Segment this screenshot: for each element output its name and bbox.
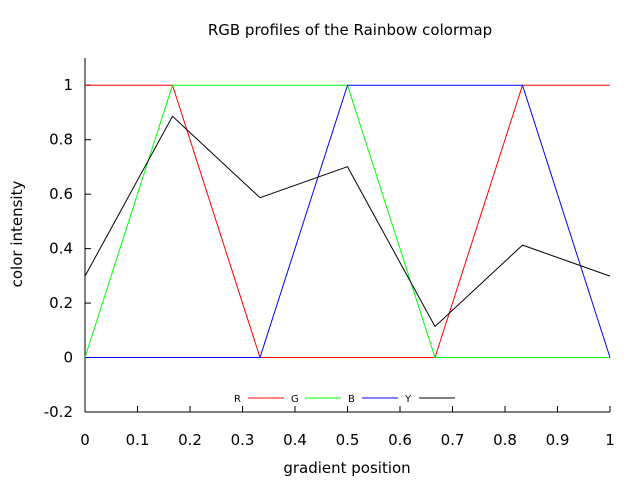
- series-layer: [84, 84, 611, 358]
- x-tick-label: 0.7: [441, 431, 465, 449]
- y-tick-label: -0.2: [44, 403, 73, 421]
- x-tick-label: 0.1: [126, 431, 150, 449]
- x-tick-label: 0.9: [546, 431, 570, 449]
- legend-label-b: B: [348, 394, 355, 405]
- x-tick-label: 0.5: [336, 431, 360, 449]
- y-tick-label: 0.2: [49, 294, 73, 312]
- series-line-r: [85, 84, 610, 358]
- y-tick-label: 0: [63, 349, 73, 367]
- y-tick-label: 0.6: [49, 185, 73, 203]
- series-line-y: [84, 115, 611, 328]
- y-tick-label: 0.4: [49, 240, 73, 258]
- x-tick-label: 0: [80, 431, 90, 449]
- x-tick-label: 0.4: [283, 431, 307, 449]
- legend-label-r: R: [234, 394, 241, 405]
- series-line-g: [84, 84, 610, 358]
- series-line-b: [85, 84, 611, 358]
- axes: -0.2 0 0.2 0.4 0.6 0.8 1 0 0.1 0.2 0.3 0.4 0.5 0.6 0.7…: [44, 58, 615, 449]
- y-axis-label: color intensity: [8, 181, 26, 288]
- x-tick-label: 0.6: [388, 431, 412, 449]
- y-tick-label: 0.8: [49, 131, 73, 149]
- legend-label-y: Y: [404, 394, 412, 405]
- x-axis-label: gradient position: [283, 459, 410, 477]
- y-tick-label: 1: [63, 76, 73, 94]
- x-tick-label: 0.2: [178, 431, 202, 449]
- x-tick-label: 0.3: [231, 431, 255, 449]
- chart-title: RGB profiles of the Rainbow colormap: [208, 21, 492, 39]
- x-tick-label: 1: [605, 431, 615, 449]
- legend-label-g: G: [291, 394, 299, 405]
- x-tick-label: 0.8: [493, 431, 517, 449]
